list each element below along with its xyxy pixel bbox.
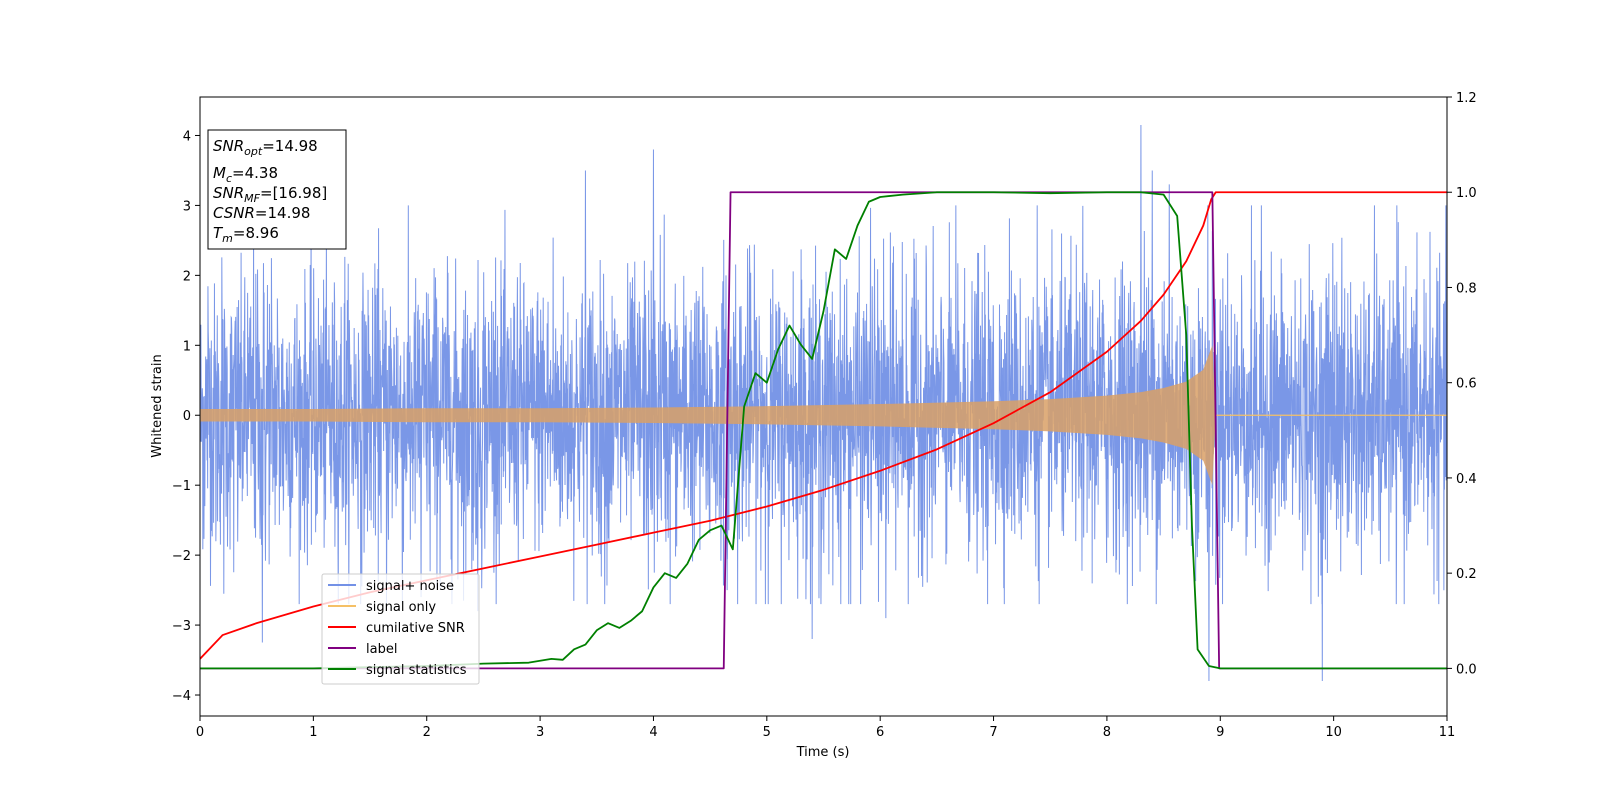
info-snr-mf: SNRMF=[16.98] bbox=[213, 184, 327, 205]
y2-tick-label: 0.0 bbox=[1456, 662, 1477, 677]
x-tick-label: 9 bbox=[1216, 725, 1224, 740]
y2-tick-label: 0.8 bbox=[1456, 281, 1477, 296]
y-tick-label: 4 bbox=[183, 129, 191, 144]
legend: signal+ noise signal only cumilative SNR… bbox=[321, 573, 480, 685]
x-tick-label: 5 bbox=[763, 725, 771, 740]
legend-frame bbox=[321, 573, 480, 685]
y2-tick-label: 1.2 bbox=[1456, 91, 1477, 106]
x-tick-label: 6 bbox=[876, 725, 884, 740]
info-snr-opt: SNRopt=14.98 bbox=[213, 137, 318, 158]
y-tick-label: −3 bbox=[172, 619, 191, 634]
info-box-frame bbox=[207, 129, 347, 250]
y-tick-label: 0 bbox=[183, 409, 191, 424]
series-signal-statistics bbox=[200, 191, 1447, 670]
info-box: SNRopt=14.98 Mc=4.38 SNRMF=[16.98] CSNR=… bbox=[207, 129, 347, 250]
x-tick-label: 2 bbox=[423, 725, 431, 740]
plot-frame bbox=[199, 96, 1448, 717]
y-tick-label: −2 bbox=[172, 549, 191, 564]
series-signal-only bbox=[200, 345, 1447, 486]
y-tick-label: −4 bbox=[172, 689, 191, 704]
legend-label-signal-statistics: signal statistics bbox=[366, 663, 467, 678]
x-tick-label: 4 bbox=[649, 725, 657, 740]
x-tick-label: 1 bbox=[309, 725, 317, 740]
legend-label-signal-only: signal only bbox=[366, 600, 436, 615]
y-tick-label: −1 bbox=[172, 479, 191, 494]
y2-tick-label: 0.4 bbox=[1456, 472, 1477, 487]
x-tick-label: 7 bbox=[989, 725, 997, 740]
y-tick-label: 2 bbox=[183, 269, 191, 284]
info-mc: Mc=4.38 bbox=[213, 164, 278, 185]
y-tick-label: 3 bbox=[183, 199, 191, 214]
x-tick-label: 11 bbox=[1439, 725, 1456, 740]
y-tick-label: 1 bbox=[183, 339, 191, 354]
x-axis-label: Time (s) bbox=[796, 745, 850, 760]
legend-label-signal-noise: signal+ noise bbox=[366, 579, 454, 594]
info-csnr: CSNR=14.98 bbox=[213, 204, 310, 222]
y2-tick-label: 0.2 bbox=[1456, 567, 1477, 582]
x-tick-label: 8 bbox=[1103, 725, 1111, 740]
info-tm: Tm=8.96 bbox=[213, 224, 279, 245]
legend-label-cumulative-snr: cumilative SNR bbox=[366, 621, 465, 636]
x-tick-label: 10 bbox=[1325, 725, 1342, 740]
legend-label-label: label bbox=[366, 642, 397, 657]
y-axis-label: Whitened strain bbox=[150, 354, 165, 457]
y2-tick-label: 0.6 bbox=[1456, 377, 1477, 392]
axes-layer: 0 1 2 3 4 5 6 7 8 9 10 11 −4 −3 −2 −1 0 1 2 3 4 0.0 0.2 0.4 0.6 0… bbox=[172, 91, 1477, 740]
x-tick-label: 3 bbox=[536, 725, 544, 740]
y2-tick-label: 1.0 bbox=[1456, 186, 1477, 201]
x-tick-label: 0 bbox=[196, 725, 204, 740]
